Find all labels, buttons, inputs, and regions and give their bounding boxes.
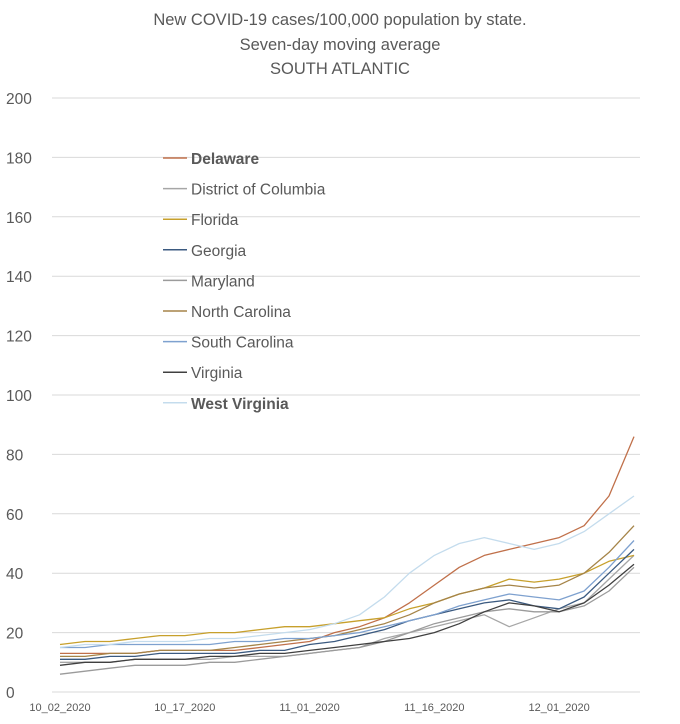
- y-tick-label: 120: [6, 329, 32, 346]
- series-line-north-carolina: [60, 525, 635, 658]
- x-tick-label: 11_16_2020: [404, 702, 464, 714]
- x-tick-label: 10_02_2020: [29, 702, 90, 714]
- series-line-delaware: [60, 436, 635, 655]
- chart-title-line-3: SOUTH ATLANTIC: [270, 60, 410, 78]
- y-tick-label: 140: [6, 269, 32, 286]
- y-tick-label: 0: [6, 685, 15, 702]
- legend-label: South Carolina: [191, 335, 294, 352]
- legend-label: Virginia: [191, 365, 243, 382]
- series-line-georgia: [60, 548, 635, 660]
- series-line-south-carolina: [60, 540, 635, 649]
- y-tick-label: 160: [6, 210, 32, 227]
- series-line-west-virginia: [59, 495, 635, 649]
- legend-label: Georgia: [191, 243, 247, 260]
- x-tick-label: 11_01_2020: [279, 702, 339, 714]
- chart-title-line-2: Seven-day moving average: [239, 36, 441, 54]
- series-line-maryland: [59, 566, 635, 675]
- y-tick-label: 200: [6, 91, 32, 108]
- y-tick-label: 180: [6, 150, 32, 167]
- y-axis-tick-labels: 0 20 40 60 80 100 120 140 160 180 200: [6, 91, 32, 702]
- legend-label: Maryland: [191, 273, 255, 290]
- gridlines: [52, 97, 640, 634]
- series-line-florida: [59, 554, 635, 646]
- y-tick-label: 100: [6, 388, 32, 405]
- y-tick-label: 20: [6, 626, 24, 643]
- y-tick-label: 80: [6, 447, 24, 464]
- series-lines: [59, 436, 635, 675]
- x-tick-label: 12_01_2020: [529, 702, 590, 714]
- legend-label: West Virginia: [191, 396, 289, 413]
- x-axis: 10_02_2020 10_17_2020 11_01_2020 11_16_2020…: [29, 691, 640, 714]
- x-tick-label: 10_17_2020: [154, 702, 215, 714]
- legend-label: District of Columbia: [191, 182, 326, 199]
- series-line-virginia: [59, 563, 635, 666]
- legend-label: North Carolina: [191, 304, 291, 321]
- y-tick-label: 60: [6, 507, 24, 524]
- chart-title-line-1: New COVID-19 cases/100,000 population by…: [153, 11, 527, 29]
- y-tick-label: 40: [6, 566, 24, 583]
- legend: Delaware District of Columbia Florida Georg…: [163, 151, 326, 413]
- legend-label: Delaware: [191, 151, 259, 168]
- legend-label: Florida: [191, 212, 239, 229]
